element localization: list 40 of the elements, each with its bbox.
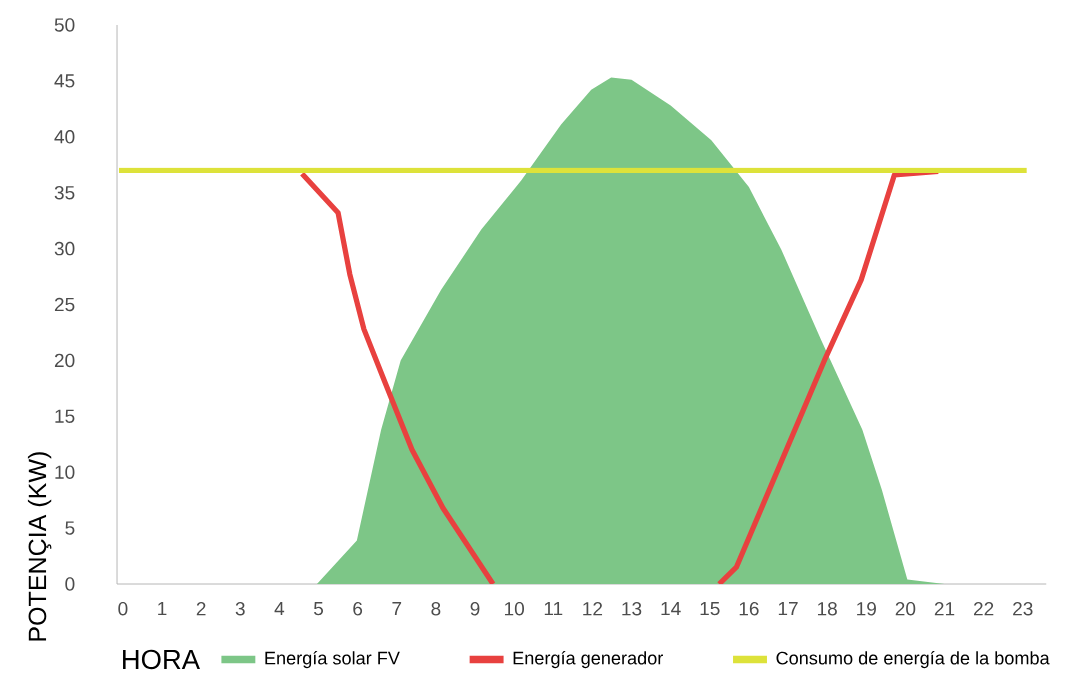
y-tick-label: 10: [55, 465, 75, 479]
y-axis-title: POTENÇIA (KW): [27, 452, 52, 641]
y-tick-label: 40: [54, 130, 75, 144]
x-tick-label: 5: [313, 601, 324, 616]
y-tick-label: 45: [54, 74, 75, 88]
x-tick-label: 0: [118, 601, 128, 616]
x-tick-label: 22: [974, 601, 994, 616]
x-tick-label: 10: [504, 601, 525, 616]
x-tick-label: 20: [895, 601, 916, 616]
x-tick-label: 3: [235, 601, 245, 616]
y-tick-label: 0: [65, 577, 75, 591]
x-tick-label: 11: [544, 601, 563, 616]
x-tick-label: 14: [661, 601, 681, 616]
x-tick-label: 23: [1013, 601, 1033, 616]
x-tick-label: 15: [700, 601, 720, 616]
x-tick-label: 13: [622, 601, 642, 616]
legend-label: Energía generador: [513, 651, 663, 669]
x-tick-label: 17: [778, 601, 798, 616]
y-tick-label: 30: [54, 241, 75, 256]
legend-label: Energía solar FV: [265, 651, 400, 669]
legend-label: Consumo de energía de la bomba: [776, 651, 1050, 669]
y-tick-label: 50: [54, 18, 75, 32]
x-tick-label: 8: [431, 601, 441, 616]
x-tick-label: 9: [470, 601, 480, 616]
x-tick-label: 21: [934, 601, 955, 616]
x-tick-label: 19: [857, 601, 876, 616]
x-axis-title: HORA: [123, 649, 200, 670]
x-tick-label: 16: [739, 601, 759, 616]
y-tick-label: 5: [65, 521, 75, 535]
x-tick-label: 4: [274, 601, 285, 616]
y-tick-label: 20: [54, 353, 75, 368]
x-tick-label: 6: [353, 601, 363, 616]
x-tick-label: 12: [583, 601, 603, 616]
y-tick-label: 25: [54, 297, 75, 312]
x-tick-label: 2: [196, 601, 206, 616]
x-tick-label: 18: [817, 601, 837, 616]
y-tick-label: 15: [55, 409, 75, 423]
y-tick-label: 35: [54, 185, 75, 200]
x-tick-label: 7: [392, 601, 402, 616]
x-tick-label: 1: [158, 601, 167, 616]
